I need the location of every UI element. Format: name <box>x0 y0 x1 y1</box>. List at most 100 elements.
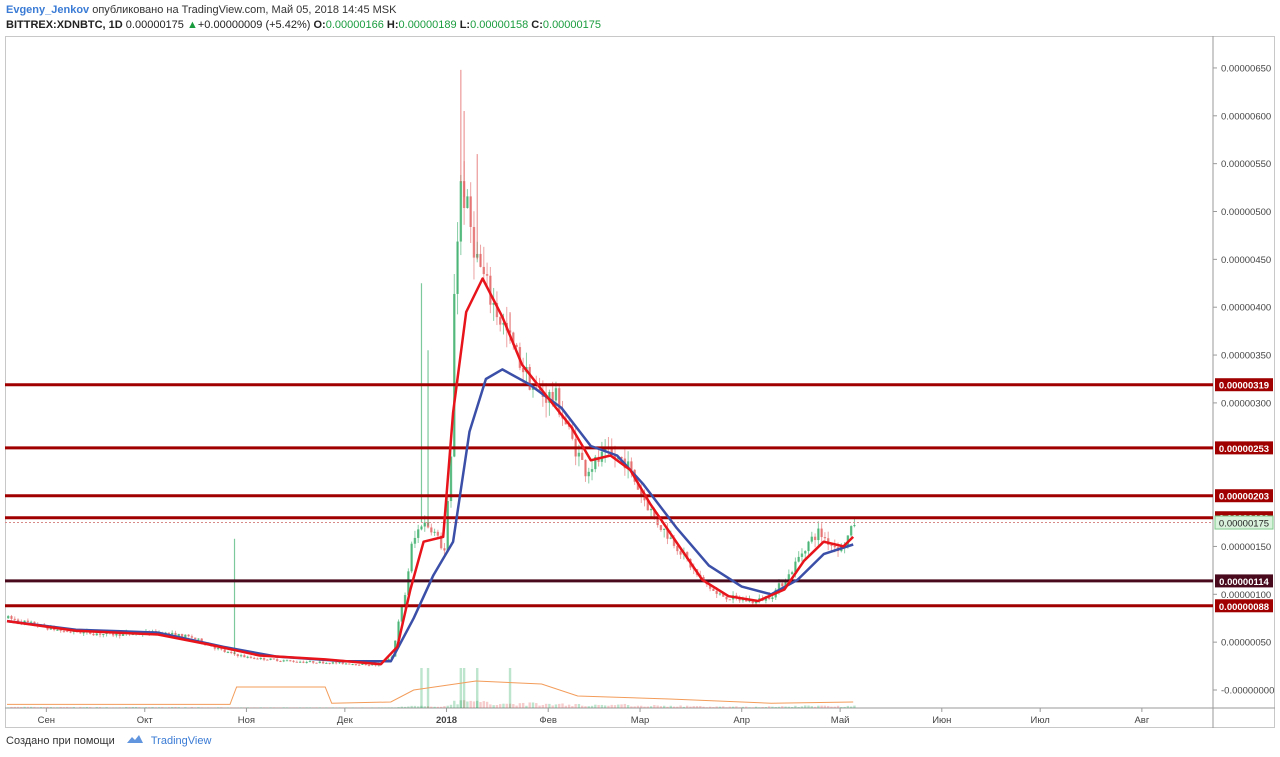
candle <box>167 632 171 635</box>
candle <box>469 196 472 227</box>
candle <box>111 632 115 636</box>
symbol-label: BITTREX:XDNBTC, 1D <box>6 19 123 31</box>
candle <box>249 656 253 658</box>
high-label: H: <box>386 19 399 31</box>
published-text: опубликовано на TradingView.com, Май 05,… <box>92 4 397 16</box>
candle <box>804 551 807 554</box>
candle <box>656 516 659 526</box>
candle <box>371 664 374 666</box>
volume-bar <box>761 707 764 708</box>
open-label: O: <box>313 19 326 31</box>
volume-bar <box>407 706 410 708</box>
candle <box>649 508 653 511</box>
volume-bar <box>626 705 630 708</box>
volume-bar <box>82 707 85 708</box>
x-tick-label: 2018 <box>436 715 457 726</box>
volume-bar <box>718 706 722 708</box>
candle <box>807 541 810 552</box>
candle <box>751 599 754 604</box>
volume-bar <box>672 706 676 708</box>
volume-bar <box>505 703 508 708</box>
volume-bar <box>708 706 712 708</box>
volume-bar <box>46 706 49 708</box>
candle <box>7 616 10 619</box>
candle <box>479 253 482 267</box>
volume-bar <box>725 707 728 708</box>
candle <box>433 531 436 533</box>
volume-bar <box>613 705 617 708</box>
volume-bar <box>620 704 623 708</box>
candle <box>417 529 420 538</box>
volume-bar <box>482 701 485 708</box>
candle <box>243 655 246 658</box>
volume-bar <box>633 706 636 708</box>
candle <box>521 367 525 373</box>
volume-bar <box>157 707 161 708</box>
volume-bar <box>617 704 620 708</box>
candle <box>423 522 426 527</box>
candle <box>262 657 266 660</box>
x-tick-label: Окт <box>137 715 154 726</box>
candle <box>266 659 269 661</box>
volume-bar <box>800 706 804 708</box>
up-arrow-icon: ▲ <box>186 19 198 31</box>
volume-bar <box>105 707 108 708</box>
candle <box>676 545 679 552</box>
volume-bar <box>823 705 827 708</box>
volume-bar <box>590 705 594 708</box>
ma-fast-line <box>6 277 855 666</box>
volume-bar <box>640 705 643 708</box>
volume-bar <box>836 705 840 708</box>
volume-bar <box>253 707 256 708</box>
volume-bar <box>272 707 276 708</box>
candle <box>813 536 817 541</box>
candle <box>95 633 98 636</box>
candle <box>781 583 784 587</box>
x-tick-label: Сен <box>38 715 55 726</box>
candle <box>121 633 125 636</box>
candle <box>275 659 279 661</box>
candle <box>56 629 59 631</box>
tradingview-brand-link[interactable]: TradingView <box>150 734 212 747</box>
candle <box>285 660 289 662</box>
volume-bar <box>554 704 558 708</box>
candle <box>787 574 791 582</box>
volume-bar <box>659 706 663 708</box>
volume-bar <box>581 705 584 708</box>
price-chart[interactable]: 0.000003190.000002530.000002030.00000180… <box>5 36 1275 728</box>
high-value: 0.00000189 <box>398 19 457 31</box>
volume-bar <box>810 706 813 708</box>
x-tick-label: Июн <box>932 715 951 726</box>
x-tick-label: Мар <box>631 715 650 726</box>
candle <box>823 537 827 539</box>
tradingview-cloud-icon[interactable] <box>124 733 144 749</box>
candle <box>472 226 476 258</box>
candle <box>318 661 321 664</box>
volume-bar <box>134 707 138 708</box>
volume-bar <box>695 706 699 708</box>
volume-bar <box>13 706 16 708</box>
candle <box>16 619 20 622</box>
candle <box>66 630 69 632</box>
x-tick-label: Ноя <box>238 715 255 726</box>
volume-bar <box>571 706 574 708</box>
volume-bar <box>712 707 715 708</box>
volume-bar <box>682 706 686 708</box>
volume-bar <box>466 701 469 708</box>
candle <box>62 630 66 632</box>
candle <box>387 658 390 661</box>
volume-bar <box>512 704 515 708</box>
volume-bar <box>830 706 833 708</box>
author-link[interactable]: Evgeny_Jenkov <box>6 4 90 16</box>
candle <box>718 593 722 595</box>
price-change: +0.00000009 (+5.42%) <box>197 19 311 31</box>
volume-bar <box>387 707 390 708</box>
volume-bar <box>849 706 853 708</box>
y-tick-label: 0.00000400 <box>1221 303 1271 314</box>
volume-bar <box>541 704 545 708</box>
candle <box>230 651 233 653</box>
volume-bar <box>141 707 144 708</box>
volume-bar <box>636 705 640 708</box>
volume-bar <box>731 706 735 708</box>
candle <box>200 638 203 643</box>
